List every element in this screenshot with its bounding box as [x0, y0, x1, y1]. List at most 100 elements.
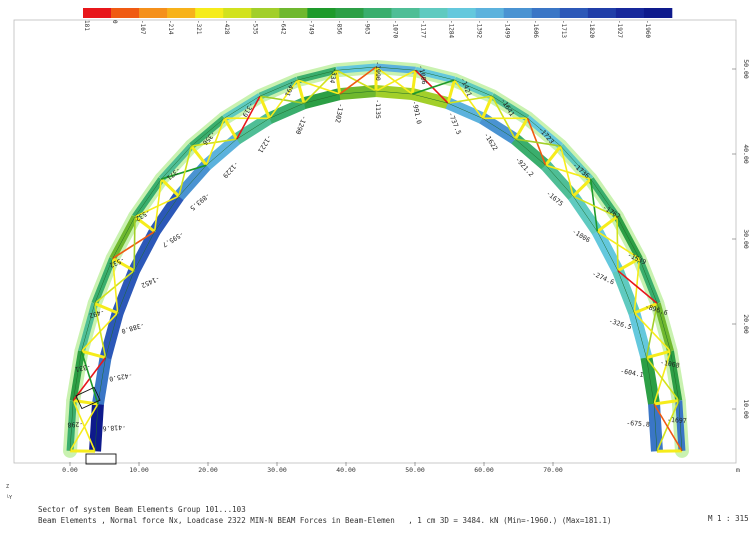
truss-post[interactable]: [334, 70, 342, 95]
member-force-label: -331: [74, 363, 91, 374]
truss-post[interactable]: [111, 257, 135, 272]
truss-diagonal[interactable]: [93, 303, 107, 358]
inner-chord-edge: [646, 357, 655, 405]
truss-diagonal[interactable]: [617, 270, 658, 305]
truss-diagonal[interactable]: [633, 312, 672, 352]
truss-diagonal[interactable]: [645, 357, 680, 402]
truss-post[interactable]: [223, 117, 239, 140]
legend-label: -535: [251, 20, 258, 35]
truss-post[interactable]: [596, 215, 618, 233]
legend-swatch: [447, 8, 476, 18]
legend-label: -963: [363, 20, 370, 35]
truss-post[interactable]: [544, 145, 562, 167]
truss-post[interactable]: [410, 70, 418, 95]
legend-label: -1070: [392, 20, 399, 38]
member-force-label: -595.7: [161, 230, 185, 249]
truss-diagonal[interactable]: [205, 117, 226, 166]
inner-chord-edge: [634, 312, 647, 358]
legend-swatch: [83, 8, 112, 18]
legend-swatch: [615, 8, 645, 18]
member-force-label: -1290: [294, 114, 309, 135]
selected-element-box[interactable]: [75, 386, 101, 410]
legend-label: -1499: [504, 20, 511, 38]
outer-chord-edge: [94, 258, 113, 304]
truss-diagonal[interactable]: [447, 95, 493, 105]
truss-diagonal[interactable]: [412, 79, 455, 95]
truss-post[interactable]: [653, 399, 679, 406]
member-force-label: -991.0: [411, 100, 423, 125]
truss-diagonal[interactable]: [80, 312, 119, 352]
truss-diagonal[interactable]: [236, 95, 261, 140]
truss-post[interactable]: [190, 145, 208, 167]
member-force-label: -1697: [667, 416, 687, 425]
truss-post[interactable]: [160, 177, 180, 198]
legend-label: -749: [307, 20, 314, 35]
truss-post[interactable]: [134, 215, 156, 233]
truss-diagonal[interactable]: [545, 164, 591, 180]
truss-diagonal[interactable]: [133, 216, 136, 271]
truss-diagonal[interactable]: [94, 270, 135, 305]
truss-diagonal[interactable]: [336, 69, 377, 92]
legend-swatch: [419, 8, 448, 18]
outer-chord-edge: [454, 79, 493, 97]
legend-label: -1392: [476, 20, 483, 38]
legend-label: -1284: [448, 20, 455, 38]
legend-swatch: [503, 8, 533, 18]
selected-element-box[interactable]: [85, 453, 117, 465]
truss-diagonal[interactable]: [596, 230, 640, 260]
truss-diagonal[interactable]: [112, 230, 156, 260]
member-force-label: -334: [328, 67, 339, 84]
truss-diagonal[interactable]: [375, 69, 416, 92]
coordinate-axes: 0.00 10.00 20.00 30.00 40.00 50.00 60.00 70.00 m…: [62, 59, 750, 474]
truss-post[interactable]: [94, 302, 119, 315]
inner-chord-edge: [572, 196, 598, 232]
legend-label: -1713: [560, 20, 567, 38]
inner-chord-edge: [178, 165, 207, 197]
truss-diagonal[interactable]: [134, 195, 180, 218]
truss-diagonal[interactable]: [161, 164, 207, 180]
truss-diagonal[interactable]: [375, 66, 413, 95]
truss-post[interactable]: [296, 79, 306, 104]
truss-post[interactable]: [81, 349, 106, 360]
inner-chord-edge: [482, 118, 516, 140]
truss-diagonal[interactable]: [572, 195, 618, 218]
truss-diagonal[interactable]: [259, 95, 305, 105]
truss-post[interactable]: [617, 257, 641, 272]
truss-diagonal[interactable]: [297, 79, 340, 95]
truss-diagonal[interactable]: [111, 258, 119, 314]
truss-post[interactable]: [258, 95, 271, 119]
truss-post[interactable]: [513, 117, 529, 140]
outer-chord-edge: [560, 145, 591, 180]
inner-chord-edge: [94, 403, 99, 452]
truss-diagonal[interactable]: [303, 69, 338, 104]
outer-chord-edge: [224, 95, 261, 119]
truss-diagonal[interactable]: [515, 138, 561, 147]
legend-swatch: [251, 8, 280, 18]
outer-chord-edge: [69, 400, 74, 451]
truss-diagonal[interactable]: [268, 79, 299, 119]
inner-chord-edge: [97, 357, 106, 405]
truss-post[interactable]: [646, 349, 671, 360]
truss-diagonal[interactable]: [80, 350, 99, 405]
truss-post[interactable]: [481, 95, 494, 119]
truss-post[interactable]: [572, 177, 592, 198]
outer-chord-edge: [616, 216, 640, 259]
truss-diagonal[interactable]: [72, 400, 96, 452]
truss-diagonal[interactable]: [339, 66, 377, 95]
drawing-frame: [13, 19, 737, 464]
truss-diagonal[interactable]: [178, 145, 193, 197]
legend-swatch: [559, 8, 589, 18]
legend-label: -428: [223, 20, 230, 35]
truss-post[interactable]: [446, 79, 456, 104]
inner-chord-edge: [515, 138, 546, 166]
legend-swatch: [195, 8, 224, 18]
legend-swatch: [111, 8, 140, 18]
truss-diagonal[interactable]: [153, 178, 163, 232]
inner-chord-edge: [375, 90, 413, 95]
truss-post[interactable]: [633, 302, 658, 315]
truss-diagonal[interactable]: [653, 403, 683, 452]
truss-diagonal[interactable]: [191, 138, 237, 147]
member-force-label: -1221: [256, 133, 273, 154]
member-force-label: -1990: [374, 61, 382, 81]
